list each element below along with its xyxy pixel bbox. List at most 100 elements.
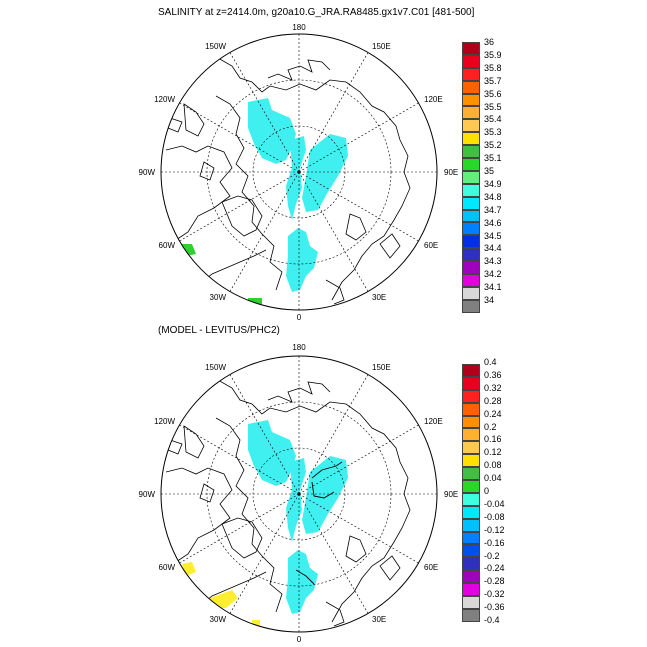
- colorbar-swatch: [462, 67, 480, 81]
- colorbar-label: -0.32: [484, 589, 505, 600]
- diff-patch-yellow-1: [182, 562, 196, 576]
- colorbar-swatch: [462, 583, 480, 597]
- colorbar-swatch: [462, 376, 480, 390]
- lon-label-120w: 120W: [154, 417, 175, 426]
- colorbar-label: 35.2: [484, 140, 502, 151]
- colorbar-swatch: [462, 235, 480, 249]
- colorbar-label: 35: [484, 166, 495, 176]
- colorbar-swatch: [462, 364, 480, 377]
- salinity-patch-amundsen: [302, 134, 348, 212]
- colorbar-label: 35.3: [484, 127, 502, 138]
- bottom-polar-map: 180 150E 120E 90E 60E 30E 0 30W 60W 90W …: [139, 343, 459, 644]
- colorbar-label: 35.9: [484, 49, 502, 60]
- colorbar-swatch: [462, 106, 480, 120]
- colorbar-label: -0.04: [484, 498, 505, 509]
- colorbar-label: 0.2: [484, 421, 497, 432]
- map-boundary: [160, 355, 438, 633]
- coastlines: [165, 379, 411, 627]
- colorbar-label: 34.8: [484, 191, 502, 202]
- colorbar-swatch: [462, 557, 480, 571]
- lon-label-90w: 90W: [139, 490, 156, 499]
- salinity-patch-canada-basin: [248, 98, 296, 164]
- colorbar-label: 35.1: [484, 153, 502, 164]
- colorbar-swatch: [462, 428, 480, 442]
- colorbar-label: 0.24: [484, 408, 502, 419]
- lon-label-60w: 60W: [159, 563, 176, 572]
- graticule: [161, 356, 437, 632]
- lon-label-180: 180: [292, 343, 306, 352]
- lon-label-60e: 60E: [424, 241, 438, 250]
- lon-label-150e: 150E: [372, 42, 391, 51]
- colorbar-label: -0.36: [484, 602, 505, 613]
- diff-patch-amundsen: [302, 456, 348, 534]
- lon-label-180: 180: [292, 23, 306, 32]
- colorbar-label: 0: [484, 486, 490, 496]
- colorbar-label: 0.28: [484, 395, 502, 406]
- colorbar-swatch: [462, 544, 480, 558]
- colorbar-swatch: [462, 80, 480, 94]
- colorbar-swatch: [462, 467, 480, 481]
- colorbar-swatch: [462, 480, 480, 493]
- colorbar-swatch: [462, 119, 480, 133]
- colorbar-swatch: [462, 145, 480, 159]
- colorbar-label: 34.2: [484, 269, 502, 280]
- lon-label-0: 0: [297, 635, 302, 644]
- colorbar-swatch: [462, 209, 480, 223]
- colorbar-label: -0.2: [484, 550, 500, 561]
- lon-label-90e: 90E: [444, 490, 458, 499]
- colorbar-swatch: [462, 402, 480, 416]
- lon-label-30e: 30E: [372, 615, 386, 624]
- colorbar-swatch: [462, 299, 480, 313]
- colorbar-label: 0.36: [484, 369, 502, 380]
- colorbar-label: -0.4: [484, 615, 500, 625]
- colorbar-label: 35.6: [484, 88, 502, 99]
- colorbar-swatch: [462, 274, 480, 287]
- lon-label-60w: 60W: [159, 241, 176, 250]
- lon-label-150w: 150W: [205, 42, 226, 51]
- lon-label-90w: 90W: [139, 168, 156, 177]
- lon-label-120w: 120W: [154, 95, 175, 104]
- colorbar-label: 0.04: [484, 473, 502, 484]
- colorbar-swatch: [462, 132, 480, 146]
- colorbar-label: 34.1: [484, 282, 502, 293]
- colorbar-label: 34.5: [484, 230, 502, 241]
- colorbar-label: -0.16: [484, 537, 505, 548]
- colorbar-label: 34.6: [484, 217, 502, 228]
- colorbar-swatch: [462, 608, 480, 622]
- diff-patch-fram: [286, 550, 318, 614]
- lon-label-120e: 120E: [424, 95, 443, 104]
- colorbar-label: 0.12: [484, 447, 502, 458]
- colorbar-label: 34: [484, 295, 495, 305]
- bottom-map-title: (MODEL - LEVITUS/PHC2): [158, 325, 280, 336]
- diff-patch-lomonosov: [286, 458, 306, 542]
- colorbar-label: 35.7: [484, 75, 502, 86]
- colorbar-swatch: [462, 570, 480, 584]
- lon-label-150e: 150E: [372, 363, 391, 372]
- diff-patch-canada-basin: [248, 420, 296, 486]
- colorbar-swatch: [462, 54, 480, 68]
- colorbar-swatch: [462, 389, 480, 403]
- salinity-patch-lomonosov: [286, 136, 306, 220]
- salinity-patch-fram: [286, 228, 318, 292]
- lon-label-90e: 90E: [444, 168, 458, 177]
- colorbar-swatch: [462, 441, 480, 455]
- colorbar-swatch: [462, 158, 480, 171]
- colorbar-swatch: [462, 415, 480, 429]
- lon-label-0: 0: [297, 313, 302, 322]
- lon-label-150w: 150W: [205, 363, 226, 372]
- lon-label-60e: 60E: [424, 563, 438, 572]
- lon-label-30w: 30W: [210, 293, 227, 302]
- colorbar-swatch: [462, 531, 480, 545]
- colorbar-label: 34.3: [484, 256, 502, 267]
- colorbar-label: -0.08: [484, 511, 505, 522]
- lon-label-30w: 30W: [210, 615, 227, 624]
- colorbar-label: 0.32: [484, 382, 502, 393]
- colorbar-swatch: [462, 93, 480, 107]
- zero-contours: [295, 461, 343, 585]
- colorbar-label: 34.7: [484, 204, 502, 215]
- colorbar-swatch: [462, 196, 480, 210]
- colorbar-swatch: [462, 596, 480, 609]
- colorbar-swatch: [462, 42, 480, 55]
- graticule: [161, 34, 437, 310]
